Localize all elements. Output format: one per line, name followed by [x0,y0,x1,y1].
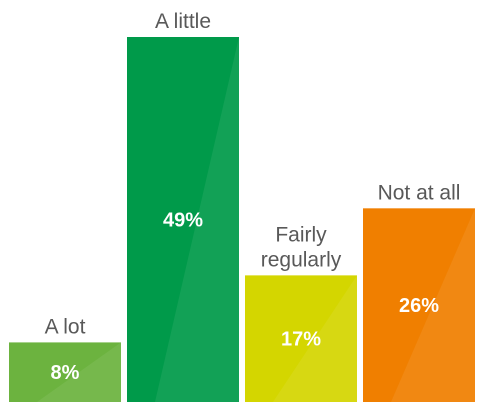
data-label-1: 49% [163,210,203,232]
bar-1 [127,37,239,402]
data-label-0: 8% [51,362,80,384]
bar-highlight-2 [273,275,357,402]
bar-highlight-0 [37,342,121,402]
bars [9,37,475,402]
bar-0 [9,342,121,402]
category-label-3: Not at all [378,181,461,204]
bar-2 [245,275,357,402]
data-label-3: 26% [399,295,439,317]
bar-highlight-1 [155,37,239,402]
category-label-0: A lot [45,315,86,338]
category-label-2-line-1: regularly [261,248,342,271]
category-label-1: A little [155,10,211,33]
bar-3 [363,208,475,402]
bar-highlight-3 [391,208,475,402]
category-label-2-line-0: Fairly [275,223,327,246]
data-label-2: 17% [281,329,321,351]
